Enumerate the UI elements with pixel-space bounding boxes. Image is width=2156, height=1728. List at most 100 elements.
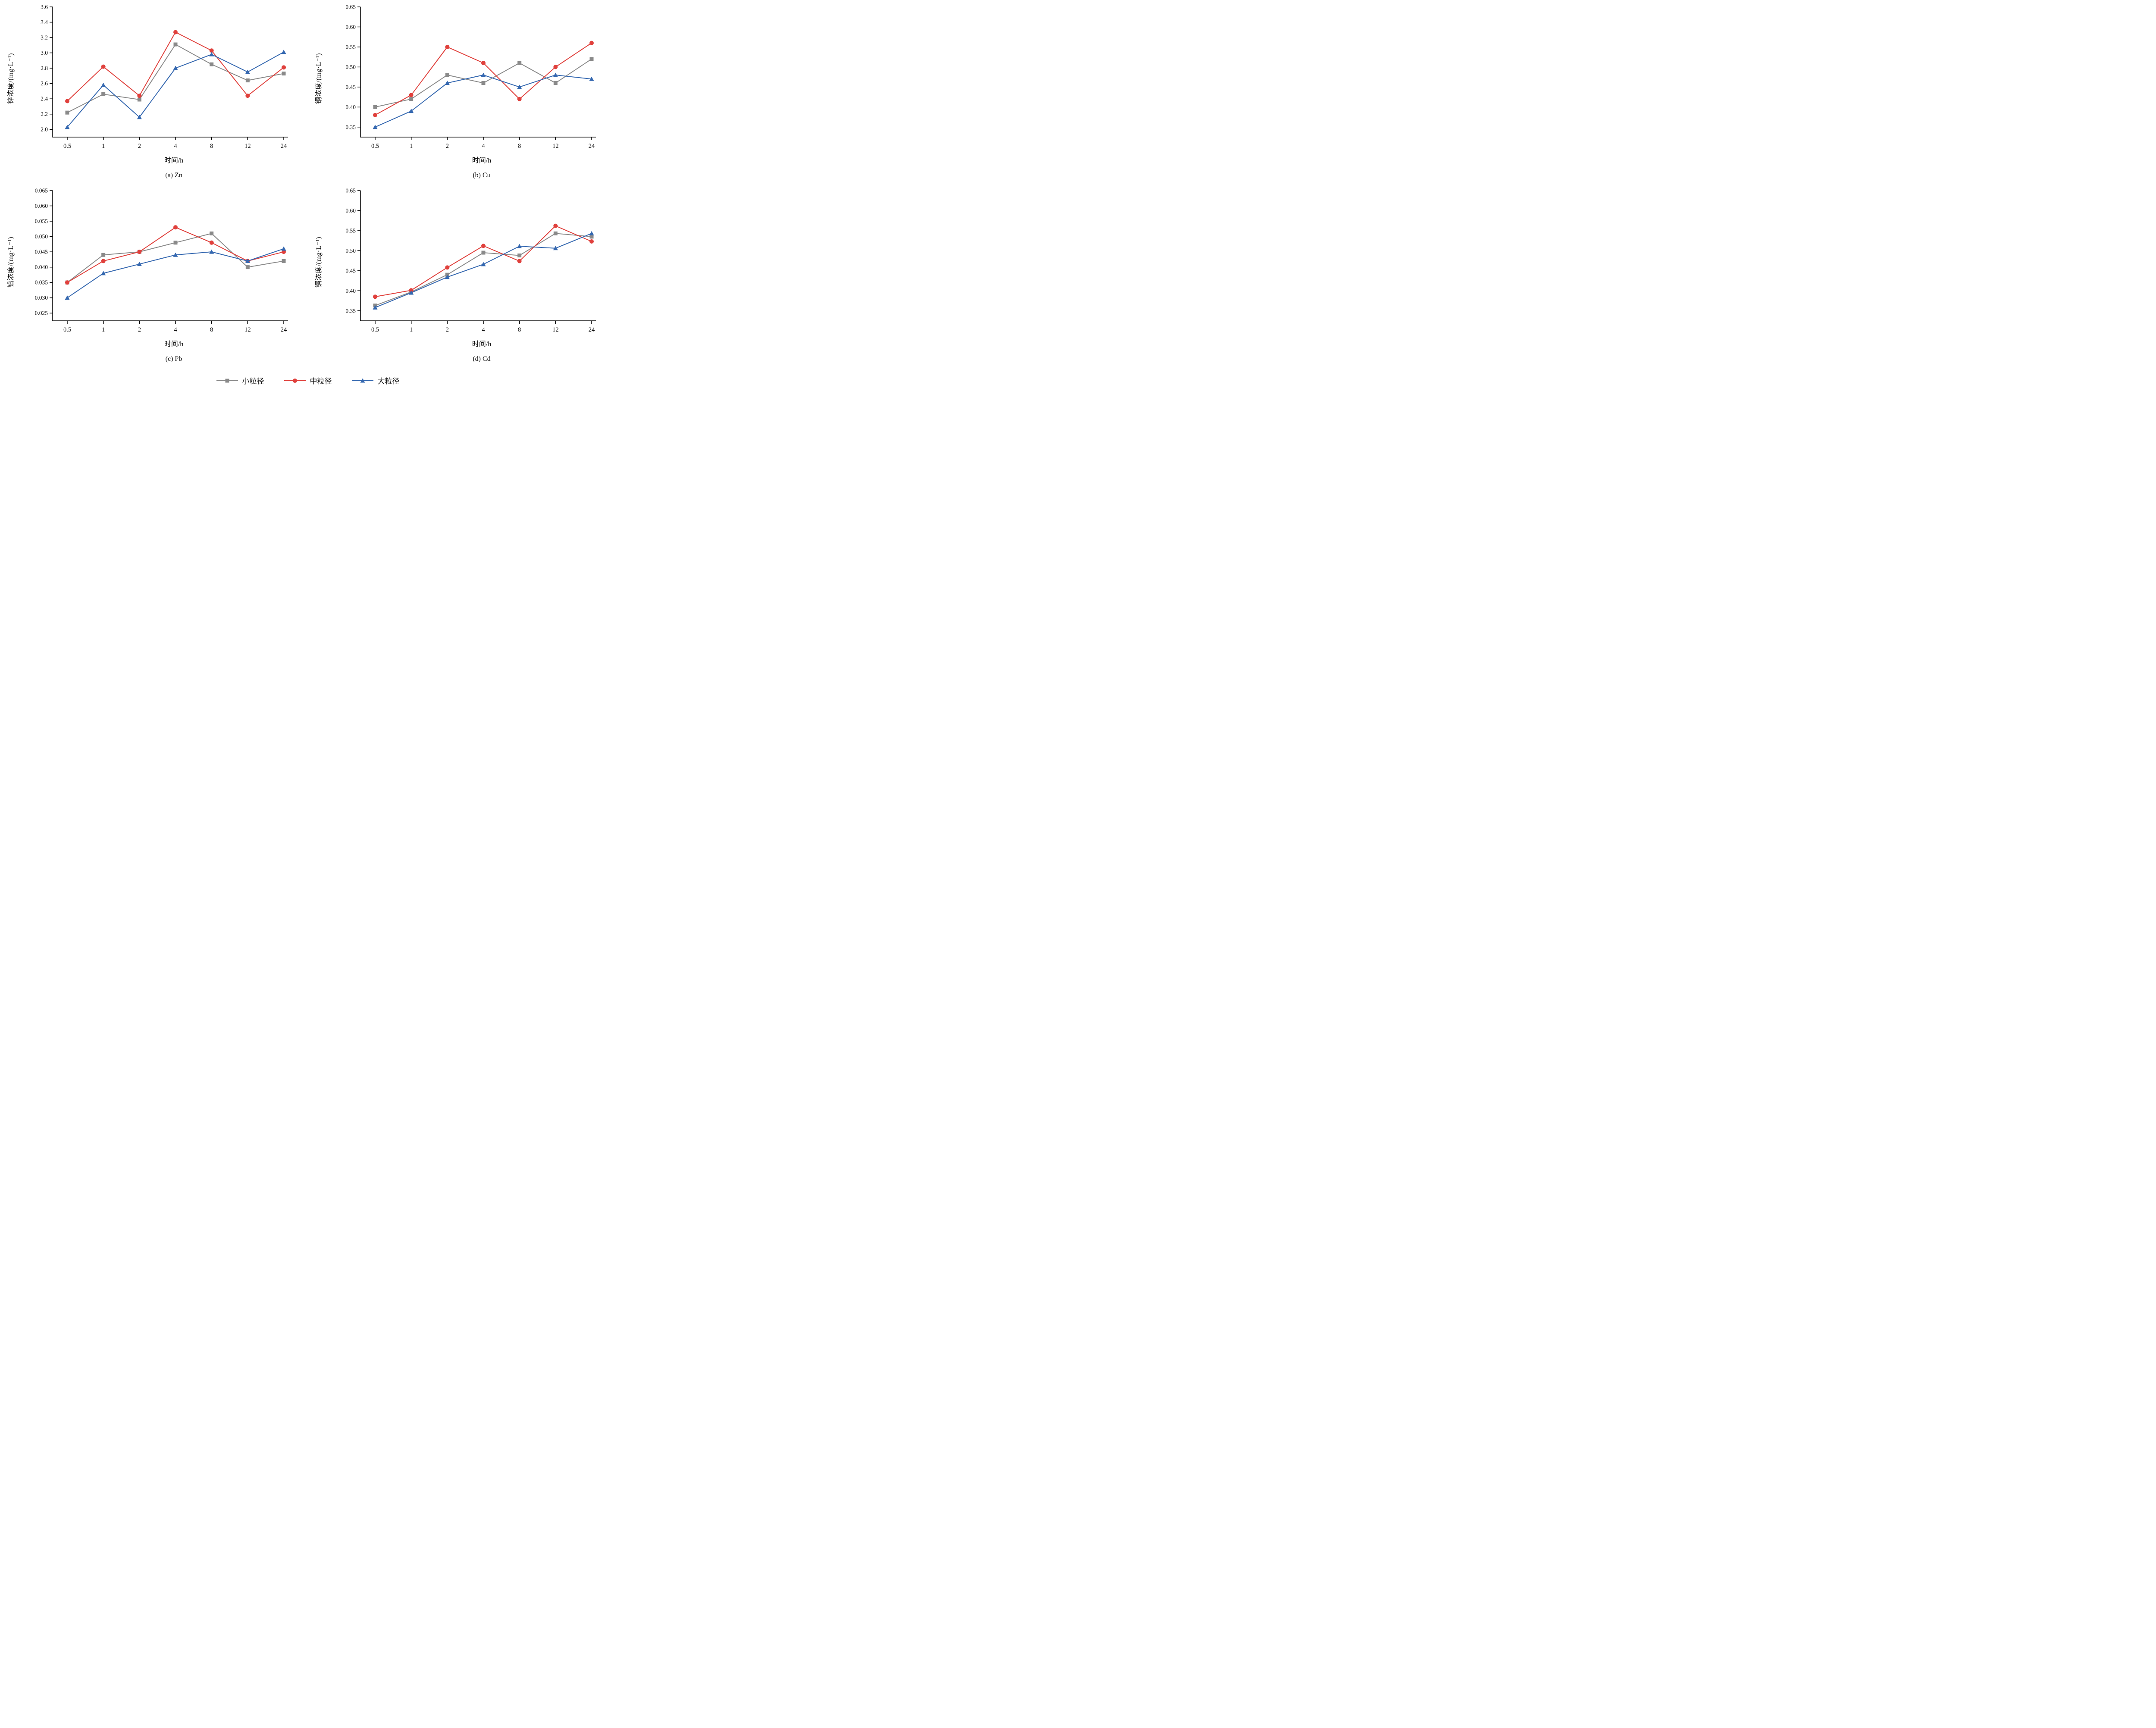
svg-text:3.4: 3.4 — [41, 19, 48, 25]
svg-text:0.35: 0.35 — [345, 124, 356, 130]
svg-text:3.2: 3.2 — [41, 34, 48, 41]
svg-text:2.2: 2.2 — [41, 111, 48, 117]
legend-item-medium-particle: 中粒径 — [283, 375, 332, 386]
svg-text:0.025: 0.025 — [35, 310, 48, 316]
legend-marker-circle-icon — [284, 378, 306, 383]
legend-item-small-particle: 小粒径 — [216, 375, 264, 386]
plot-area-cd: 0.350.400.450.500.550.600.650.5 1 2 4 8 12 24 — [345, 188, 596, 333]
chart-cu-plot-row: 铜浓度/(mg·L⁻¹) 0.35 0.40 0.45 0.50 0.55 0.60 0.6… — [311, 3, 603, 154]
svg-text:1: 1 — [102, 143, 105, 150]
svg-text:0.035: 0.035 — [35, 279, 48, 286]
x-axis-label-cu: 时间/h — [472, 157, 492, 164]
svg-text:0.5: 0.5 — [63, 143, 71, 150]
svg-text:1: 1 — [102, 326, 105, 333]
svg-text:0.55: 0.55 — [345, 44, 356, 50]
chart-caption-cu: (b) Cu — [473, 172, 491, 179]
svg-text:24: 24 — [281, 143, 287, 150]
svg-text:8: 8 — [518, 326, 521, 333]
plot-area-pb: 0.025 0.030 0.035 0.040 0.045 0.050 0.055 0.060… — [35, 188, 288, 333]
svg-text:4: 4 — [174, 143, 177, 150]
svg-text:2: 2 — [446, 326, 449, 333]
svg-text:0.60: 0.60 — [345, 207, 356, 214]
svg-text:24: 24 — [281, 326, 287, 333]
legend-label-large-particle: 大粒径 — [377, 377, 400, 385]
svg-text:2.4: 2.4 — [41, 96, 48, 102]
plot-area-cu: 0.350.400.450.500.550.600.650.5 1 2 4 8 12 24 — [345, 4, 596, 150]
svg-text:4: 4 — [482, 143, 485, 150]
svg-text:12: 12 — [244, 143, 251, 150]
chart-caption-zn: (a) Zn — [165, 172, 182, 179]
svg-text:0.65: 0.65 — [345, 4, 356, 10]
x-axis-label-cd: 时间/h — [472, 341, 492, 348]
svg-text:24: 24 — [589, 326, 595, 333]
chart-grid: 锌浓度/(mg·L⁻¹) 2.0 2.2 2.4 2.6 2.8 3.0 3.2 3.4 3.6… — [3, 3, 611, 367]
svg-text:0.40: 0.40 — [345, 104, 356, 110]
plot-area-zn: 2.02.22.42.62.83.03.23.43.60.5 1 2 4 8 12 24 — [41, 4, 288, 150]
svg-text:0.5: 0.5 — [63, 326, 71, 333]
svg-text:4: 4 — [174, 326, 177, 333]
chart-cd-plot-row: 镉浓度/(mg·L⁻¹) 0.35 0.40 0.45 0.50 0.55 0.60 0.6… — [311, 186, 603, 338]
svg-text:12: 12 — [552, 326, 559, 333]
legend-item-large-particle: 大粒径 — [351, 375, 400, 386]
svg-text:2.6: 2.6 — [41, 80, 48, 87]
chart-caption-pb: (c) Pb — [165, 355, 182, 363]
chart-zn-plot-row: 锌浓度/(mg·L⁻¹) 2.0 2.2 2.4 2.6 2.8 3.0 3.2 3.4 3.6… — [3, 3, 295, 154]
svg-text:0.55: 0.55 — [345, 227, 356, 234]
svg-text:0.045: 0.045 — [35, 249, 48, 255]
svg-text:0.45: 0.45 — [345, 267, 356, 274]
y-axis-label-cu: 铜浓度/(mg·L⁻¹) — [315, 53, 323, 104]
legend-marker-square-icon — [216, 379, 238, 382]
chart-caption-cd: (d) Cd — [473, 355, 491, 363]
y-axis-label-zn: 锌浓度/(mg·L⁻¹) — [7, 53, 15, 104]
svg-text:0.50: 0.50 — [345, 64, 356, 70]
chart-zn: 锌浓度/(mg·L⁻¹) 2.0 2.2 2.4 2.6 2.8 3.0 3.2 3.4 3.6… — [3, 3, 304, 184]
svg-text:3.0: 3.0 — [41, 50, 48, 56]
y-axis-label-cd: 镉浓度/(mg·L⁻¹) — [315, 237, 323, 288]
svg-text:12: 12 — [552, 143, 559, 150]
svg-text:0.065: 0.065 — [35, 188, 48, 194]
svg-text:2: 2 — [138, 326, 141, 333]
chart-cu-ylabel-wrap: 铜浓度/(mg·L⁻¹) — [311, 3, 324, 154]
svg-text:12: 12 — [244, 326, 251, 333]
svg-text:0.030: 0.030 — [35, 294, 48, 301]
svg-text:1: 1 — [410, 143, 413, 150]
chart-cd: 镉浓度/(mg·L⁻¹) 0.35 0.40 0.45 0.50 0.55 0.60 0.6… — [311, 186, 611, 367]
svg-text:0.50: 0.50 — [345, 247, 356, 254]
y-axis-label-pb: 铅浓度/(mg·L⁻¹) — [7, 237, 15, 288]
chart-zn-ylabel-wrap: 锌浓度/(mg·L⁻¹) — [3, 3, 16, 154]
svg-text:0.040: 0.040 — [35, 264, 48, 270]
svg-text:4: 4 — [482, 326, 485, 333]
svg-text:0.5: 0.5 — [371, 143, 379, 150]
svg-text:8: 8 — [210, 143, 213, 150]
x-axis-label-zn: 时间/h — [164, 157, 184, 164]
svg-text:0.050: 0.050 — [35, 233, 48, 240]
svg-text:24: 24 — [589, 143, 595, 150]
chart-pb: 铅浓度/(mg·L⁻¹) 0.025 0.030 0.035 0.040 0.045 0.… — [3, 186, 304, 367]
svg-text:2: 2 — [446, 143, 449, 150]
svg-text:0.40: 0.40 — [345, 288, 356, 294]
legend: 小粒径 中粒径 大粒径 — [3, 375, 611, 392]
legend-marker-triangle-icon — [351, 378, 373, 382]
svg-text:0.055: 0.055 — [35, 218, 48, 225]
svg-text:0.35: 0.35 — [345, 307, 356, 314]
x-axis-label-pb: 时间/h — [164, 341, 184, 348]
chart-pb-plot-row: 铅浓度/(mg·L⁻¹) 0.025 0.030 0.035 0.040 0.045 0.… — [3, 186, 295, 338]
svg-text:8: 8 — [518, 143, 521, 150]
svg-text:0.60: 0.60 — [345, 24, 356, 30]
svg-text:0.060: 0.060 — [35, 203, 48, 209]
svg-text:2.0: 2.0 — [41, 126, 48, 133]
svg-text:0.65: 0.65 — [345, 188, 356, 194]
chart-pb-ylabel-wrap: 铅浓度/(mg·L⁻¹) — [3, 186, 16, 338]
svg-text:1: 1 — [410, 326, 413, 333]
figure-panel: 锌浓度/(mg·L⁻¹) 2.0 2.2 2.4 2.6 2.8 3.0 3.2 3.4 3.6… — [3, 0, 611, 392]
svg-text:2: 2 — [138, 143, 141, 150]
chart-cd-ylabel-wrap: 镉浓度/(mg·L⁻¹) — [311, 186, 324, 338]
legend-label-medium-particle: 中粒径 — [310, 377, 332, 385]
svg-text:0.5: 0.5 — [371, 326, 379, 333]
svg-text:8: 8 — [210, 326, 213, 333]
svg-text:2.8: 2.8 — [41, 65, 48, 72]
legend-label-small-particle: 小粒径 — [242, 377, 264, 385]
svg-text:0.45: 0.45 — [345, 84, 356, 90]
svg-text:3.6: 3.6 — [41, 4, 48, 10]
chart-cu: 铜浓度/(mg·L⁻¹) 0.35 0.40 0.45 0.50 0.55 0.60 0.6… — [311, 3, 611, 184]
